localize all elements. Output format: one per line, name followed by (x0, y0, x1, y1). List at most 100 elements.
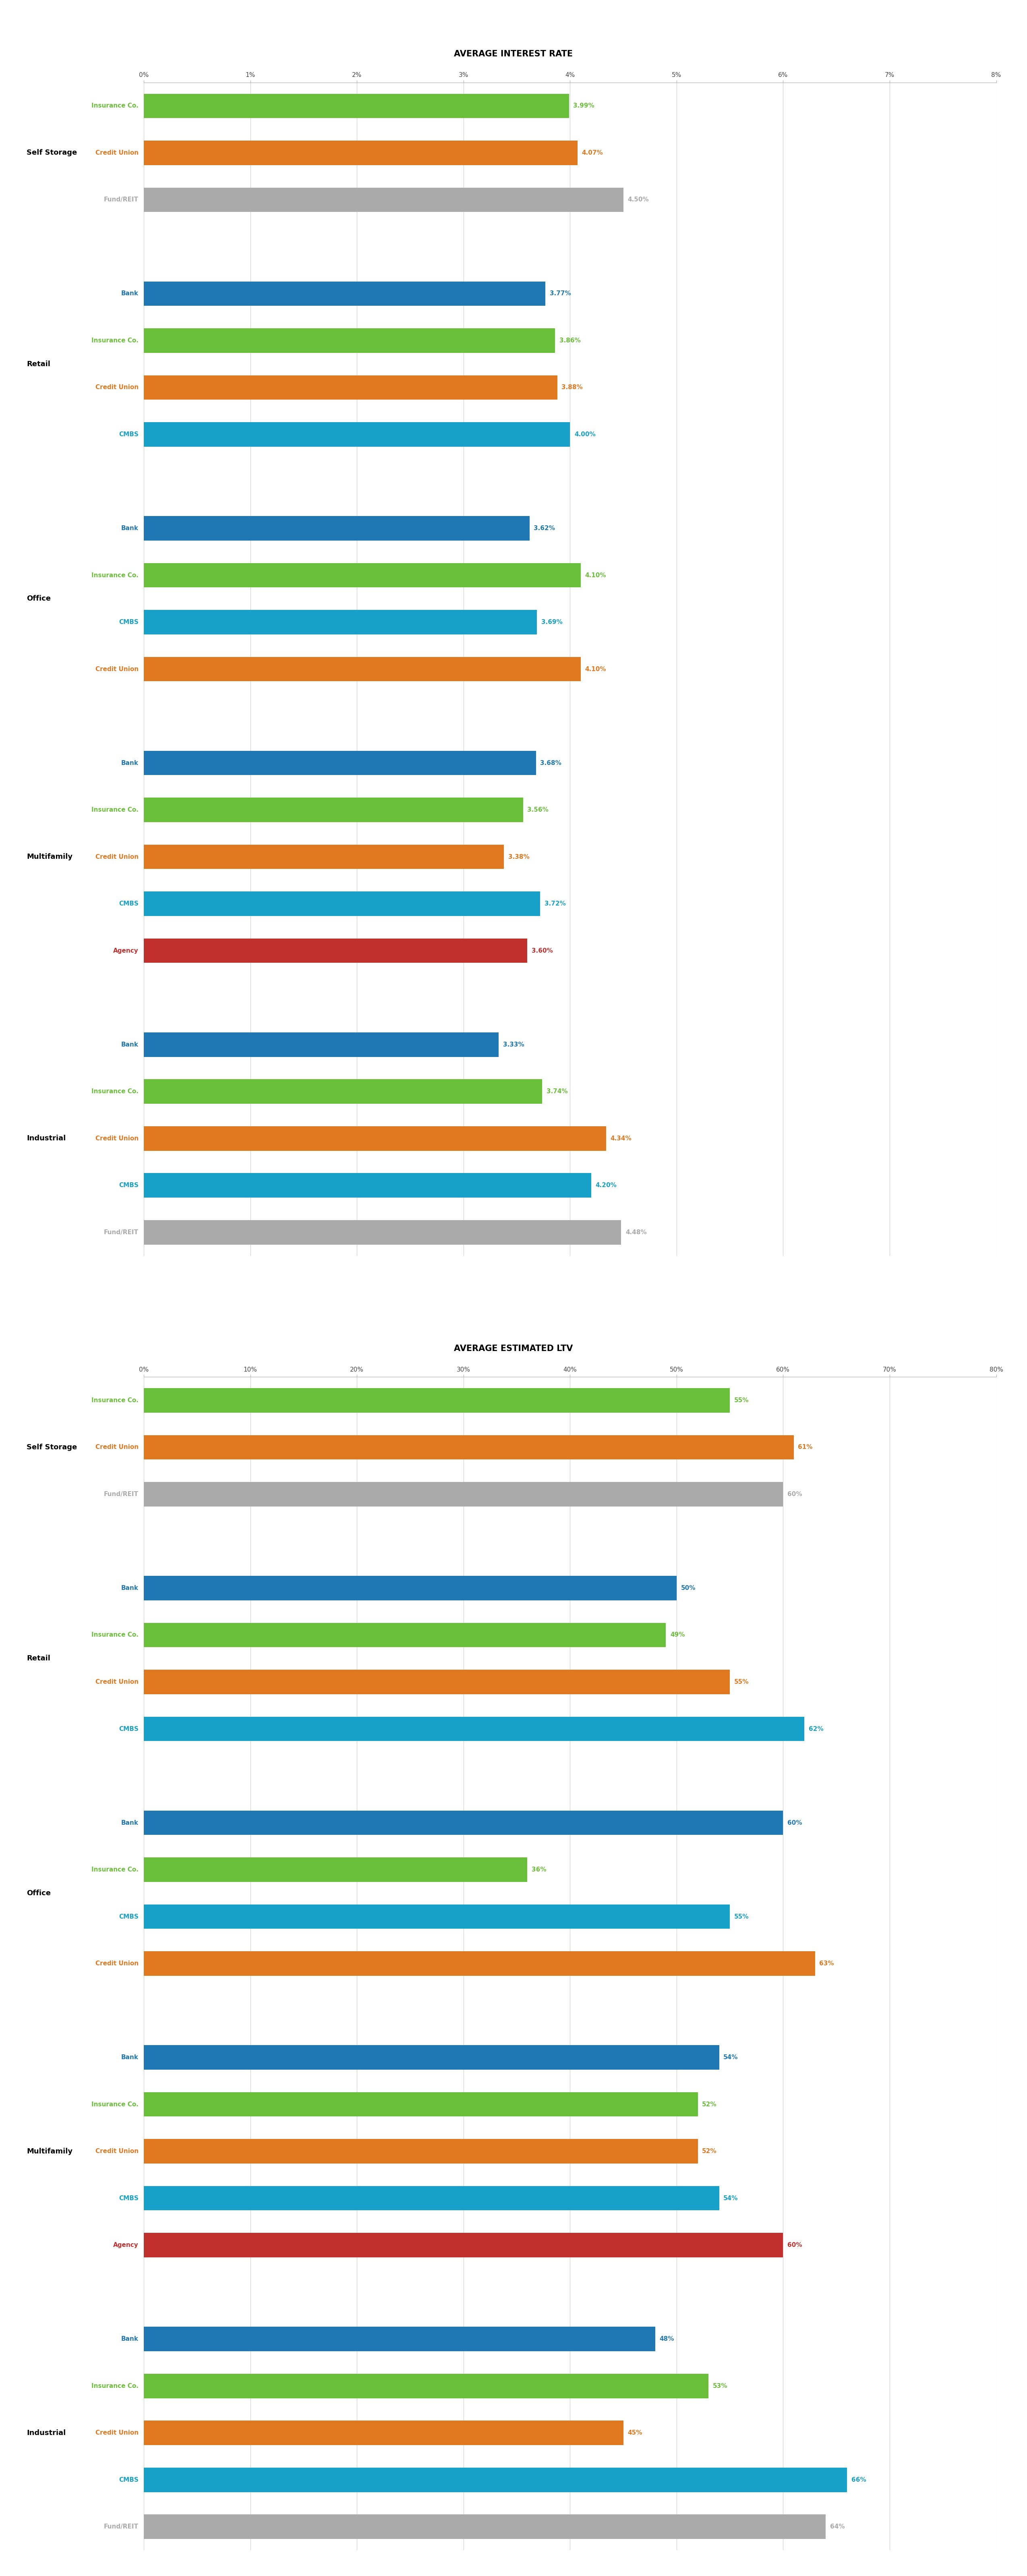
Bar (144, 938, 528, 963)
Text: 52%: 52% (702, 2102, 717, 2107)
Bar (144, 2421, 623, 2445)
Bar (144, 281, 545, 307)
Text: 4.20%: 4.20% (596, 1182, 617, 1188)
Text: 3.88%: 3.88% (562, 384, 582, 392)
Text: Credit Union: Credit Union (96, 667, 139, 672)
Text: 66%: 66% (851, 2476, 866, 2483)
Bar (144, 1904, 730, 1929)
Bar (144, 188, 623, 211)
Text: 3.86%: 3.86% (560, 337, 580, 343)
Text: Agency: Agency (113, 948, 139, 953)
Text: Credit Union: Credit Union (96, 1136, 139, 1141)
Bar (144, 2468, 847, 2491)
Text: 45%: 45% (627, 2429, 642, 2437)
Bar (144, 2514, 826, 2540)
Text: 3.99%: 3.99% (573, 103, 595, 108)
Text: 49%: 49% (671, 1633, 685, 1638)
Text: AVERAGE INTEREST RATE: AVERAGE INTEREST RATE (454, 49, 573, 59)
Text: CMBS: CMBS (119, 1726, 139, 1731)
Text: 52%: 52% (702, 2148, 717, 2154)
Bar (144, 611, 537, 634)
Bar (144, 515, 530, 541)
Text: Bank: Bank (121, 1041, 139, 1048)
Text: Credit Union: Credit Union (96, 2148, 139, 2154)
Text: Fund/REIT: Fund/REIT (104, 1229, 139, 1236)
Text: Bank: Bank (121, 1819, 139, 1826)
Text: Office: Office (27, 595, 50, 603)
Text: Bank: Bank (121, 2336, 139, 2342)
Text: 55%: 55% (734, 1680, 749, 1685)
Text: 55%: 55% (734, 1396, 749, 1404)
Bar (144, 1172, 592, 1198)
Text: 3.60%: 3.60% (532, 948, 553, 953)
Text: Bank: Bank (121, 760, 139, 765)
Bar (144, 376, 558, 399)
Text: Insurance Co.: Insurance Co. (91, 103, 139, 108)
Text: Credit Union: Credit Union (96, 1445, 139, 1450)
Text: Fund/REIT: Fund/REIT (104, 196, 139, 204)
Bar (144, 891, 540, 917)
Text: Multifamily: Multifamily (27, 2148, 73, 2156)
Text: 60%: 60% (788, 1819, 802, 1826)
Text: Insurance Co.: Insurance Co. (91, 1633, 139, 1638)
Text: Multifamily: Multifamily (27, 853, 73, 860)
Text: Credit Union: Credit Union (96, 1680, 139, 1685)
Text: Agency: Agency (113, 2241, 139, 2249)
Text: CMBS: CMBS (119, 618, 139, 626)
Text: Credit Union: Credit Union (96, 149, 139, 157)
Text: 36%: 36% (532, 1868, 546, 1873)
Text: Bank: Bank (121, 2056, 139, 2061)
Bar (144, 2045, 719, 2069)
Bar (144, 93, 569, 118)
Text: 3.77%: 3.77% (549, 291, 571, 296)
Text: 60%: 60% (788, 2241, 802, 2249)
Text: Office: Office (27, 1891, 50, 1896)
Text: Credit Union: Credit Union (96, 853, 139, 860)
Text: Insurance Co.: Insurance Co. (91, 1868, 139, 1873)
Bar (144, 1221, 621, 1244)
Text: 64%: 64% (830, 2524, 845, 2530)
Text: Credit Union: Credit Union (96, 2429, 139, 2437)
Bar (144, 1481, 783, 1507)
Text: Bank: Bank (121, 526, 139, 531)
Bar (144, 1857, 528, 1883)
Bar (144, 750, 536, 775)
Bar (144, 2372, 709, 2398)
Text: 3.38%: 3.38% (508, 853, 530, 860)
Text: 4.34%: 4.34% (610, 1136, 632, 1141)
Text: 3.74%: 3.74% (546, 1090, 568, 1095)
Bar (144, 799, 523, 822)
Text: 3.72%: 3.72% (544, 902, 566, 907)
Text: CMBS: CMBS (119, 1914, 139, 1919)
Text: 53%: 53% (713, 2383, 727, 2388)
Bar (144, 142, 577, 165)
Bar (144, 845, 504, 868)
Text: 63%: 63% (820, 1960, 834, 1965)
Text: 3.56%: 3.56% (528, 806, 548, 814)
Text: Self Storage: Self Storage (27, 1443, 77, 1450)
Text: 3.33%: 3.33% (503, 1041, 524, 1048)
Bar (144, 1435, 794, 1461)
Text: 50%: 50% (681, 1584, 695, 1592)
Text: Insurance Co.: Insurance Co. (91, 2102, 139, 2107)
Text: CMBS: CMBS (119, 2195, 139, 2202)
Bar (144, 1126, 606, 1151)
Bar (144, 1388, 730, 1412)
Text: Retail: Retail (27, 361, 50, 368)
Bar (144, 1669, 730, 1695)
Text: Insurance Co.: Insurance Co. (91, 1090, 139, 1095)
Text: 4.10%: 4.10% (585, 667, 606, 672)
Text: 54%: 54% (723, 2195, 738, 2202)
Text: 4.07%: 4.07% (581, 149, 603, 157)
Text: 3.62%: 3.62% (534, 526, 556, 531)
Text: CMBS: CMBS (119, 2476, 139, 2483)
Text: CMBS: CMBS (119, 902, 139, 907)
Text: 3.68%: 3.68% (540, 760, 562, 765)
Text: Insurance Co.: Insurance Co. (91, 806, 139, 814)
Text: 4.48%: 4.48% (625, 1229, 647, 1236)
Bar (144, 1811, 783, 1834)
Bar (144, 1079, 542, 1103)
Text: Retail: Retail (27, 1654, 50, 1662)
Bar (144, 2326, 655, 2352)
Text: Industrial: Industrial (27, 1136, 66, 1141)
